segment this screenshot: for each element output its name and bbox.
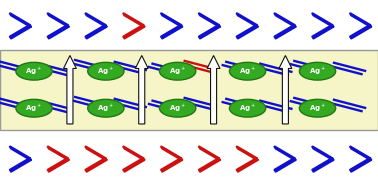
Text: Ag$^+$: Ag$^+$	[309, 102, 326, 114]
Circle shape	[16, 62, 52, 80]
Text: Ag$^+$: Ag$^+$	[97, 65, 115, 77]
Text: Ag$^+$: Ag$^+$	[169, 65, 186, 77]
Text: Ag$^+$: Ag$^+$	[25, 102, 43, 114]
FancyArrow shape	[279, 56, 292, 124]
Circle shape	[160, 62, 196, 80]
FancyArrow shape	[135, 56, 148, 124]
Text: Ag$^+$: Ag$^+$	[309, 65, 326, 77]
Circle shape	[229, 62, 266, 80]
Text: Ag$^+$: Ag$^+$	[25, 65, 43, 77]
FancyArrow shape	[64, 56, 76, 124]
Circle shape	[299, 62, 336, 80]
FancyArrow shape	[207, 56, 220, 124]
Circle shape	[88, 62, 124, 80]
Circle shape	[229, 99, 266, 117]
Circle shape	[160, 99, 196, 117]
Text: Ag$^+$: Ag$^+$	[97, 102, 115, 114]
Bar	[0, 50, 378, 130]
Text: Ag$^+$: Ag$^+$	[239, 102, 256, 114]
Text: Ag$^+$: Ag$^+$	[169, 102, 186, 114]
Text: Ag$^+$: Ag$^+$	[239, 65, 256, 77]
Circle shape	[299, 99, 336, 117]
Circle shape	[88, 99, 124, 117]
Circle shape	[16, 99, 52, 117]
